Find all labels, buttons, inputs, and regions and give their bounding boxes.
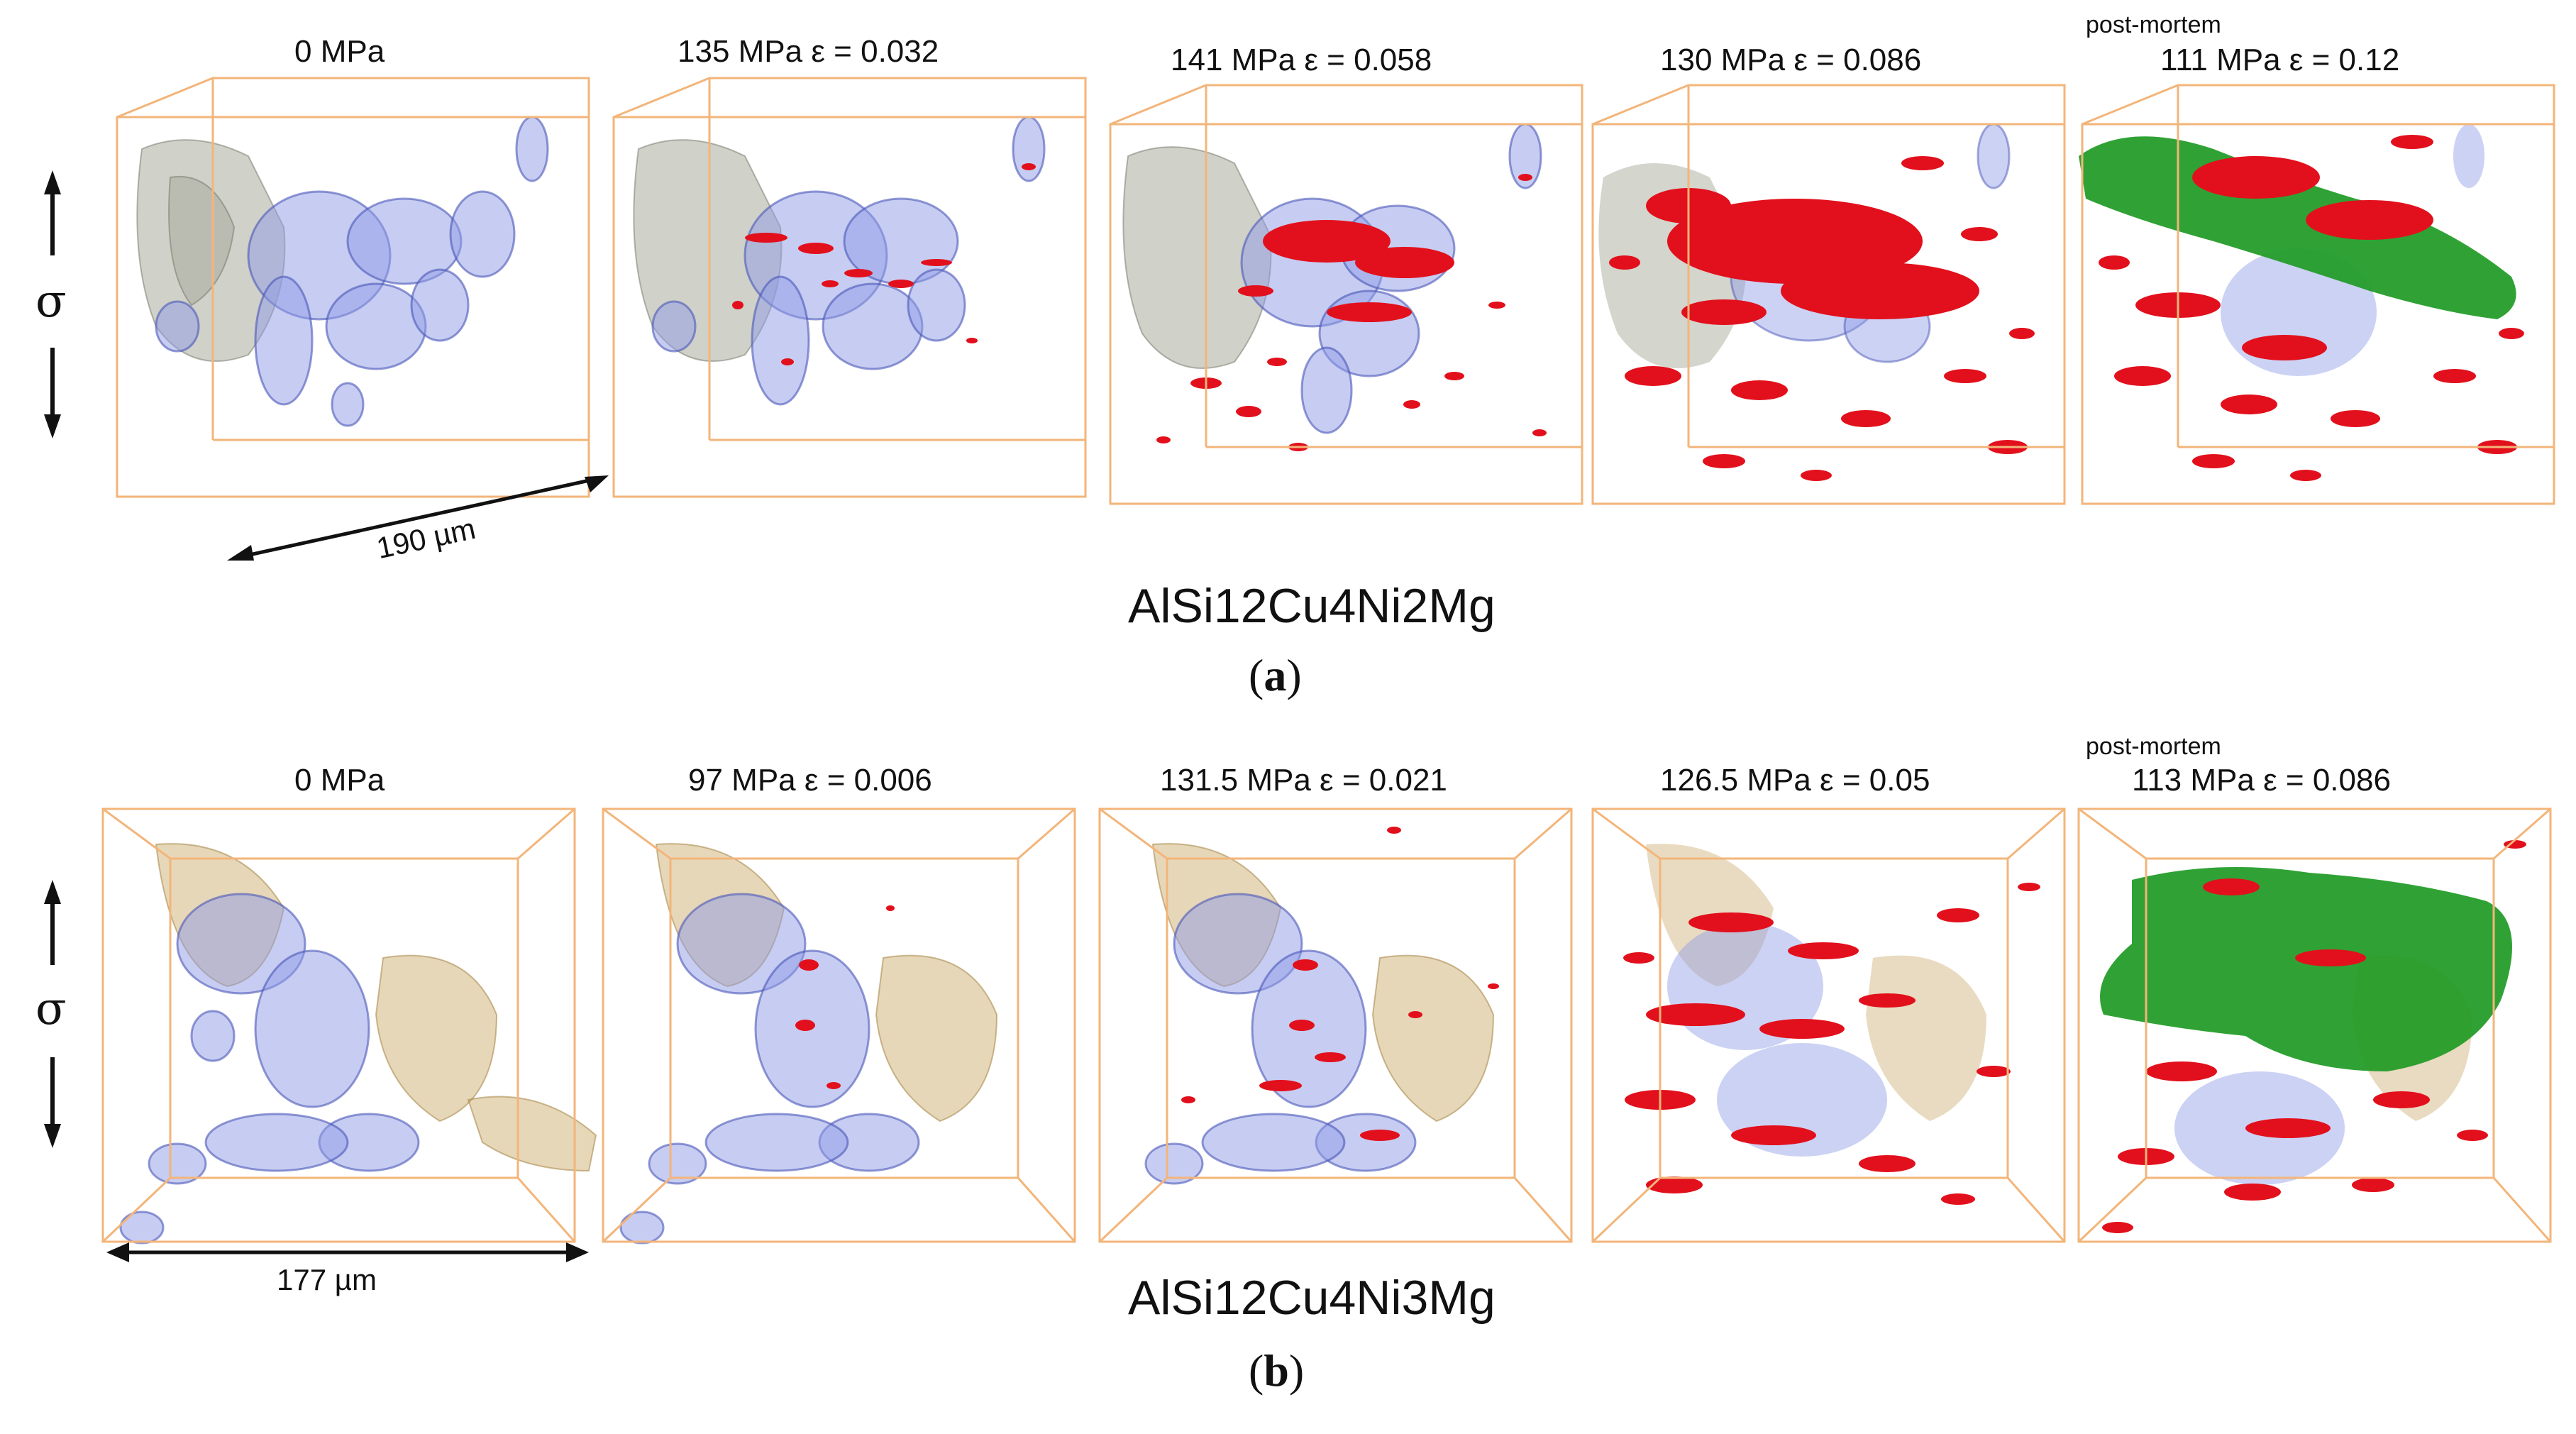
panel-a1-label: 0 MPa: [294, 34, 385, 69]
sigma-label-b: σ: [35, 983, 67, 1035]
sample-box: [116, 77, 590, 498]
tomography-panel-a1: [116, 77, 590, 498]
subfigure-label-b: (b): [1249, 1345, 1305, 1396]
pores: [155, 116, 549, 427]
tomography-panel-a2: [612, 77, 1087, 498]
tomography-panel-b3: [1098, 807, 1573, 1243]
tomography-panel-a5: [2079, 84, 2555, 505]
tomography-panel-a4: [1591, 84, 2066, 505]
scale-label-b: 177 µm: [277, 1263, 377, 1296]
stress-arrow-a: [44, 170, 61, 439]
panel-b4-label: 126.5 MPa ε = 0.05: [1660, 763, 1930, 798]
tomography-panel-b5: [2077, 807, 2552, 1243]
panel-a2-label: 135 MPa ε = 0.032: [678, 34, 939, 69]
scale-bar-a: [227, 475, 609, 561]
tomography-panel-b4: [1591, 807, 2066, 1243]
scale-bar-b: [106, 1242, 589, 1262]
panel-b2-label: 97 MPa ε = 0.006: [688, 763, 932, 798]
crack-particles: [732, 163, 1036, 365]
tomography-panel-b1: [101, 807, 597, 1245]
sigma-label-a: σ: [35, 275, 67, 328]
alloy-label-a: AlSi12Cu4Ni2Mg: [1128, 579, 1496, 633]
panel-a3-label: 141 MPa ε = 0.058: [1171, 43, 1432, 77]
tomography-panel-a3: [1109, 84, 1583, 505]
subfigure-label-a: (a): [1249, 650, 1302, 700]
panel-b5-postmortem: post-mortem: [2086, 733, 2221, 760]
tomography-panel-b2: [602, 807, 1076, 1245]
stress-arrow-b: [44, 880, 61, 1148]
panel-a4-label: 130 MPa ε = 0.086: [1660, 43, 1922, 77]
panel-a5-postmortem: post-mortem: [2086, 11, 2221, 38]
panel-b1-label: 0 MPa: [294, 763, 385, 798]
panel-a5-label: 111 MPa ε = 0.12: [2160, 43, 2400, 77]
fracture-surface: [2079, 136, 2516, 319]
panel-b5-label: 113 MPa ε = 0.086: [2132, 763, 2391, 798]
panel-b3-label: 131.5 MPa ε = 0.021: [1160, 763, 1447, 798]
alloy-label-b: AlSi12Cu4Ni3Mg: [1128, 1271, 1496, 1325]
